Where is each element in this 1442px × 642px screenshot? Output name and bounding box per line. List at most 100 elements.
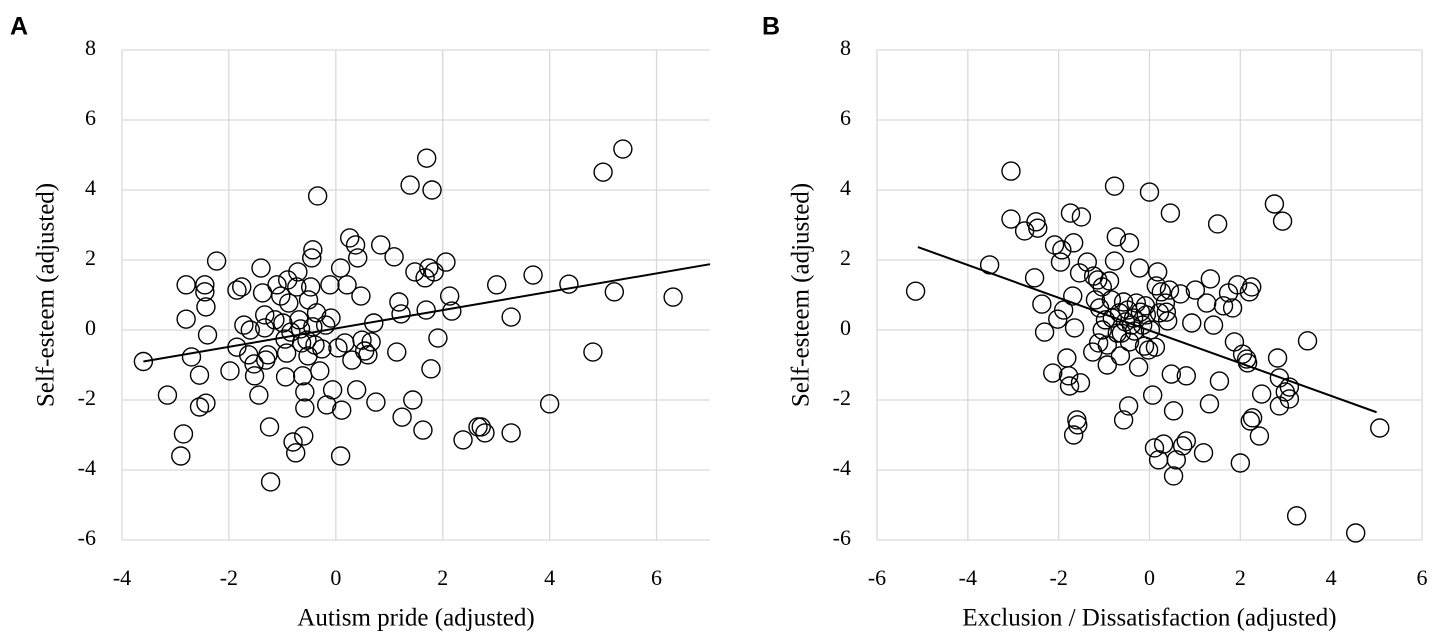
data-point [348, 248, 368, 268]
data-point [442, 301, 462, 321]
data-point [330, 258, 351, 278]
data-point [392, 407, 412, 427]
data-point [255, 318, 275, 338]
data-point [1157, 311, 1178, 331]
data-point [475, 423, 495, 443]
data-point [220, 361, 240, 381]
data-point [613, 139, 633, 159]
data-point [249, 385, 269, 405]
data-point [279, 293, 299, 313]
data-point [1144, 438, 1165, 458]
data-point [1209, 371, 1230, 391]
data-point [1110, 346, 1131, 366]
data-point [260, 472, 281, 492]
data-point [265, 310, 285, 330]
data-point [453, 430, 473, 450]
data-point [345, 235, 366, 255]
data-point [1297, 331, 1318, 351]
data-point [1097, 355, 1117, 375]
data-point [1193, 443, 1214, 463]
data-point [195, 275, 215, 295]
data-point [1102, 308, 1122, 328]
data-point [1092, 320, 1112, 340]
data-point [1241, 277, 1262, 297]
data-point [439, 286, 460, 306]
data-point [1249, 426, 1270, 446]
data-point [287, 277, 307, 297]
data-point [1182, 313, 1202, 333]
data-point [189, 365, 210, 385]
data-point [351, 286, 371, 306]
data-point [315, 315, 336, 335]
data-point [189, 397, 210, 417]
data-point [1118, 396, 1139, 416]
data-point [1088, 333, 1109, 353]
data-point [428, 328, 448, 348]
data-point [283, 432, 303, 452]
data-point [286, 443, 306, 463]
y-tick-label: 2 [85, 245, 96, 270]
data-point [321, 308, 341, 328]
x-tick-label: -2 [220, 565, 238, 590]
data-point [1222, 298, 1243, 318]
panel-label: B [762, 13, 780, 41]
data-point [1267, 348, 1288, 368]
data-point [252, 283, 273, 303]
y-tick-label: 8 [85, 35, 96, 60]
data-point [371, 235, 391, 255]
data-point [288, 262, 308, 282]
data-point [366, 392, 386, 412]
data-point [328, 338, 348, 358]
y-tick-label: 8 [840, 35, 851, 60]
data-point [337, 275, 357, 295]
data-point [1024, 268, 1045, 288]
x-tick-label: 6 [651, 565, 662, 590]
data-point [1129, 258, 1150, 278]
data-point [303, 240, 323, 260]
trend-line [917, 246, 1377, 414]
data-point [1053, 300, 1074, 320]
data-point [1370, 418, 1390, 438]
data-point [416, 300, 436, 320]
data-point [905, 281, 926, 301]
data-point [206, 251, 227, 271]
data-point [1279, 389, 1300, 409]
data-point [1227, 275, 1248, 295]
data-point [501, 307, 521, 327]
data-point [312, 339, 332, 359]
data-point [271, 286, 291, 306]
data-point [1077, 252, 1097, 272]
data-point [1060, 203, 1081, 223]
data-point [387, 342, 407, 362]
data-point [400, 175, 420, 195]
data-point [1286, 506, 1307, 526]
data-point [1001, 209, 1021, 229]
data-point [1057, 348, 1077, 368]
data-point [1099, 271, 1120, 291]
data-point [176, 309, 196, 329]
data-point [1063, 286, 1083, 306]
data-point [1028, 218, 1048, 238]
data-point [1139, 182, 1160, 202]
data-point [292, 366, 313, 386]
data-point [1207, 214, 1228, 234]
data-point [1264, 194, 1285, 214]
data-point [300, 277, 321, 297]
data-point [1113, 410, 1134, 430]
data-point [487, 275, 507, 295]
y-tick-label: 6 [85, 105, 96, 130]
data-point [195, 282, 215, 302]
data-point [176, 275, 196, 295]
data-point [307, 186, 328, 206]
data-point [1279, 377, 1300, 397]
data-point [196, 297, 216, 317]
data-point [1070, 373, 1091, 393]
y-axis-label: Self-esteem (adjusted) [788, 183, 815, 407]
data-point [1071, 207, 1092, 227]
data-point [523, 265, 543, 285]
data-point [1153, 434, 1174, 454]
data-point [604, 282, 625, 302]
data-point [1032, 294, 1052, 314]
data-point [1199, 394, 1220, 414]
